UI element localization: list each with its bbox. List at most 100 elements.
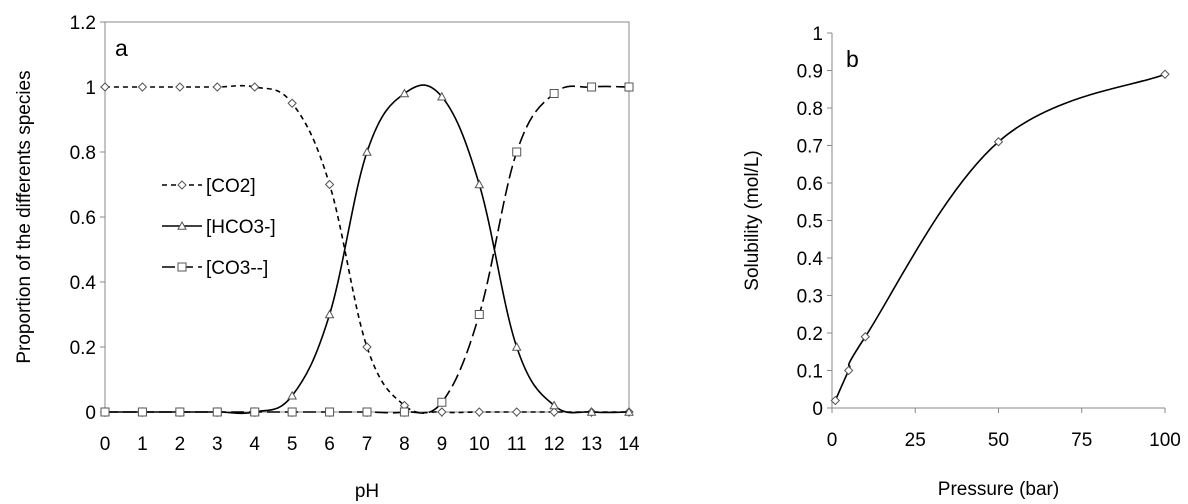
chart-panel-b: 0 0.1 0.2 0.3 0.4 0.5 0.6 0.7 0.8 0.9 1 0 25 50 75 100 P… <box>742 24 1181 500</box>
data-point-square <box>474 310 484 319</box>
panel-label: a <box>115 35 128 61</box>
y-tick-label: 1 <box>85 78 96 99</box>
data-point-triangle <box>324 309 335 319</box>
x-axis-title: Pressure (bar) <box>938 479 1059 500</box>
x-tick-label: 0 <box>100 434 111 455</box>
legend-marker-square <box>177 262 187 272</box>
y-tick-label: 0.4 <box>797 249 824 270</box>
plot-frame <box>104 21 630 413</box>
x-tick-label: 5 <box>287 434 298 455</box>
data-point-diamond <box>100 82 110 92</box>
y-tick-label: 0.7 <box>797 137 823 158</box>
x-tick-label: 50 <box>988 430 1009 451</box>
y-axis-title: Proportion of the differents species <box>14 70 35 363</box>
x-tick-label: 7 <box>362 434 373 455</box>
y-tick-label: 0.2 <box>70 338 96 359</box>
x-tick-label: 1 <box>137 434 148 455</box>
y-tick-label: 0 <box>812 399 823 420</box>
data-point-diamond <box>362 342 372 352</box>
x-tick-label: 11 <box>507 434 527 455</box>
data-point-diamond <box>1160 69 1170 79</box>
data-point-diamond <box>287 98 297 108</box>
data-point-triangle <box>624 406 634 416</box>
x-tick-label: 2 <box>175 434 186 455</box>
data-point-diamond <box>324 179 335 190</box>
legend-entry: [HCO3-] <box>206 217 276 238</box>
data-point-square <box>362 407 372 417</box>
y-tick-label: 0.9 <box>797 62 823 83</box>
data-point-square <box>512 147 522 157</box>
data-point-diamond <box>512 407 522 417</box>
data-point-triangle <box>362 146 372 156</box>
data-point-diamond <box>830 395 841 406</box>
data-point-square <box>287 407 297 417</box>
data-point-triangle <box>474 179 485 189</box>
x-tick-label: 6 <box>324 434 335 455</box>
legend-entry: [CO3--] <box>206 258 268 279</box>
data-point-diamond <box>843 365 854 376</box>
x-tick-label: 9 <box>437 434 448 455</box>
x-tick-label: 14 <box>618 434 640 455</box>
y-tick-label: 0.4 <box>70 273 97 294</box>
y-tick-label: 0 <box>85 403 96 424</box>
x-tick-label: 3 <box>212 434 223 455</box>
data-point-square <box>212 407 222 417</box>
data-point-square <box>175 407 185 417</box>
y-tick-label: 1.2 <box>70 13 96 34</box>
x-tick-label: 10 <box>469 434 490 455</box>
data-point-square <box>250 407 260 417</box>
y-tick-label: 1 <box>812 24 823 45</box>
data-point-diamond <box>212 82 222 92</box>
x-tick-label: 4 <box>249 434 260 455</box>
y-axis-title: Solubility (mol/L) <box>742 150 763 290</box>
data-point-square <box>137 407 147 417</box>
y-tick-label: 0.8 <box>70 143 96 164</box>
data-point-square <box>549 89 559 98</box>
data-point-diamond <box>175 82 185 92</box>
series-line-3 <box>105 85 630 414</box>
x-tick-label: 100 <box>1149 430 1181 451</box>
series-line-1 <box>105 84 629 414</box>
data-point-diamond <box>250 82 260 92</box>
data-point-square <box>100 407 110 417</box>
data-point-diamond <box>993 137 1004 147</box>
legend-marker-diamond <box>177 180 187 190</box>
series-line-2 <box>105 84 630 415</box>
data-point-triangle <box>287 390 297 400</box>
data-point-triangle <box>437 91 447 101</box>
data-point-diamond <box>437 407 447 417</box>
data-point-triangle <box>399 88 410 98</box>
x-tick-label: 13 <box>581 434 602 455</box>
x-tick-label: 25 <box>905 430 926 451</box>
data-point-square <box>325 407 335 417</box>
y-tick-label: 0.6 <box>797 174 823 195</box>
data-point-diamond <box>860 332 871 342</box>
x-tick-label: 8 <box>399 434 410 455</box>
data-point-square <box>587 82 597 92</box>
y-tick-label: 0.8 <box>797 99 823 120</box>
legend-entry: [CO2] <box>206 176 256 197</box>
data-point-triangle <box>511 341 522 351</box>
series-line-1 <box>834 73 1166 401</box>
y-tick-label: 0.3 <box>797 287 823 308</box>
data-point-square <box>624 82 634 92</box>
data-point-diamond <box>549 407 559 417</box>
data-point-triangle <box>586 406 597 416</box>
x-tick-label: 75 <box>1071 430 1092 451</box>
y-tick-label: 0.5 <box>797 212 823 233</box>
y-tick-label: 0.6 <box>70 208 96 229</box>
panel-label: b <box>846 46 859 72</box>
data-point-triangle <box>549 400 559 410</box>
y-tick-label: 0.2 <box>797 324 823 345</box>
data-point-diamond <box>137 82 148 92</box>
x-axis-title: pH <box>355 481 379 502</box>
y-tick-label: 0.1 <box>797 362 823 383</box>
legend-marker-triangle <box>177 220 187 230</box>
chart-panel-a: 00.20.40.60.811.20 1 2 3 4 5 6 7 8 9 10 11 12 13 14pHP… <box>14 13 640 502</box>
x-tick-label: 0 <box>827 430 838 451</box>
data-point-square <box>437 397 447 407</box>
data-point-diamond <box>474 407 484 417</box>
data-point-square <box>399 407 409 417</box>
x-tick-label: 12 <box>544 434 565 455</box>
